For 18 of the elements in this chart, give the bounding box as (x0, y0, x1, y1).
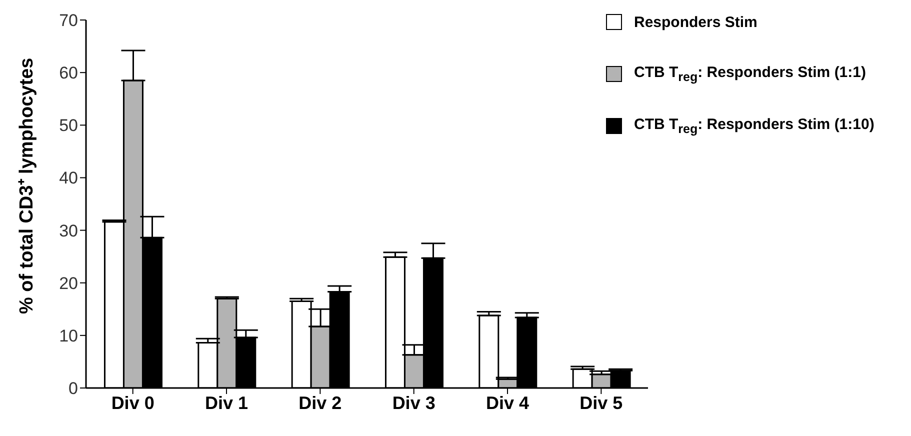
y-tick-label: 0 (68, 379, 78, 398)
legend-label: CTB T$_{reg}$: Responders Stim (1:10) (634, 116, 874, 136)
x-tick-label: Div 1 (204, 392, 248, 413)
x-tick-label: Div 3 (392, 392, 436, 413)
legend-label: CTB T$_{reg}$: Responders Stim (1:1) (634, 64, 866, 84)
y-axis-title: % of total CD3⁺ lymphocytes (16, 58, 38, 314)
y-tick-label: 30 (59, 221, 78, 240)
legend-label: Responders Stim (634, 14, 758, 30)
x-tick-label: Div 5 (580, 392, 623, 413)
y-tick-label: 40 (59, 168, 78, 188)
y-tick-label: 60 (59, 64, 78, 83)
y-tick-label: 50 (59, 116, 78, 136)
y-tick-label: 10 (59, 326, 78, 346)
y-tick-label: 70 (59, 11, 78, 30)
x-tick-label: Div 2 (298, 392, 342, 413)
y-tick-label: 20 (59, 274, 78, 293)
x-tick-label: Div 4 (486, 392, 530, 413)
x-tick-label: Div 0 (111, 392, 154, 413)
